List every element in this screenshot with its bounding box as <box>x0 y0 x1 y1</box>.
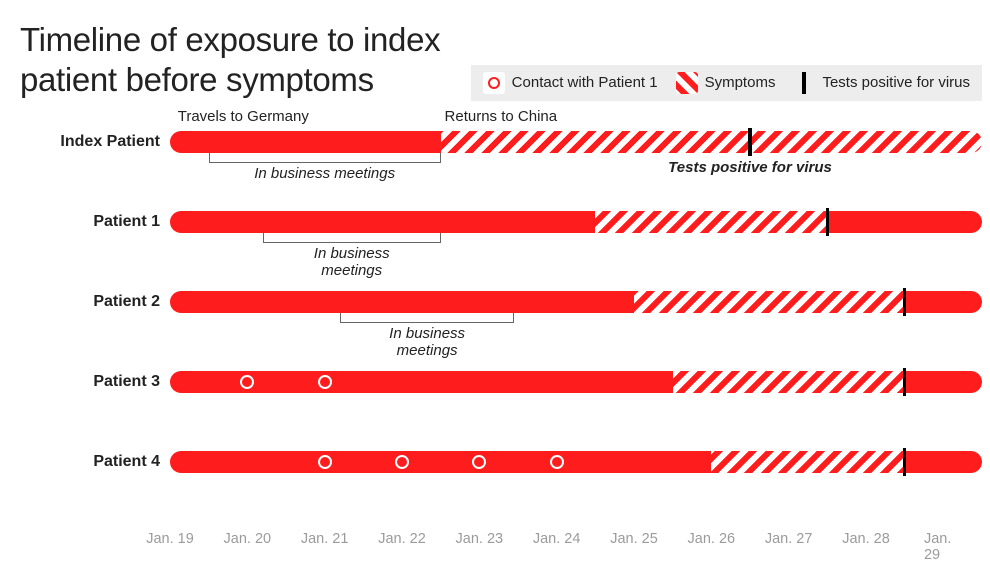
positive-tick-label: Tests positive for virus <box>668 159 832 176</box>
bracket-label: In businessmeetings <box>389 325 465 360</box>
contact-marker <box>395 455 409 469</box>
timeline-row: Patient 2In businessmeetings <box>170 291 982 313</box>
segment-symptoms <box>711 451 904 473</box>
contact-marker <box>550 455 564 469</box>
positive-tick <box>903 368 907 396</box>
legend: Contact with Patient 1 Symptoms Tests po… <box>471 65 982 101</box>
contact-marker <box>240 375 254 389</box>
bracket <box>263 233 441 243</box>
positive-tick <box>903 288 907 316</box>
segment-solid <box>170 211 595 233</box>
legend-contact-label: Contact with Patient 1 <box>512 74 658 91</box>
contact-marker <box>472 455 486 469</box>
row-track <box>170 371 982 393</box>
row-label: Patient 4 <box>20 453 160 471</box>
legend-contact: Contact with Patient 1 <box>483 72 658 94</box>
axis-tick-label: Jan. 25 <box>610 531 658 547</box>
row-track <box>170 291 982 313</box>
segment-solid <box>170 291 634 313</box>
contact-marker <box>318 375 332 389</box>
segment-symptoms <box>441 131 982 153</box>
x-axis: Jan. 19Jan. 20Jan. 21Jan. 22Jan. 23Jan. … <box>170 531 982 561</box>
bracket <box>209 153 441 163</box>
bracket-label: In business meetings <box>254 165 395 182</box>
top-annotation: Travels to Germany <box>178 108 309 125</box>
segment-solid <box>827 211 982 233</box>
axis-tick-label: Jan. 20 <box>224 531 272 547</box>
segment-solid <box>905 371 982 393</box>
segment-symptoms <box>634 291 905 313</box>
row-track <box>170 451 982 473</box>
axis-tick-label: Jan. 29 <box>924 531 963 563</box>
timeline-row: Patient 1In businessmeetings <box>170 211 982 233</box>
axis-tick-label: Jan. 22 <box>378 531 426 547</box>
legend-symptoms: Symptoms <box>676 72 776 94</box>
segment-symptoms <box>595 211 827 233</box>
row-label: Patient 1 <box>20 213 160 231</box>
axis-tick-label: Jan. 23 <box>456 531 504 547</box>
legend-symptoms-label: Symptoms <box>705 74 776 91</box>
row-label: Patient 3 <box>20 373 160 391</box>
legend-positive: Tests positive for virus <box>793 72 970 94</box>
timeline-row: Patient 3 <box>170 371 982 393</box>
contact-marker <box>318 455 332 469</box>
axis-tick-label: Jan. 19 <box>146 531 194 547</box>
timeline-row: Index PatientTests positive for virusTra… <box>170 131 982 153</box>
axis-tick-label: Jan. 27 <box>765 531 813 547</box>
positive-tick <box>903 448 907 476</box>
segment-solid <box>170 131 441 153</box>
top-annotation: Returns to China <box>445 108 558 125</box>
bracket <box>340 313 514 323</box>
segment-solid <box>170 451 711 473</box>
positive-tick <box>748 128 752 156</box>
contact-ring-icon <box>483 72 505 94</box>
segment-symptoms <box>673 371 905 393</box>
axis-tick-label: Jan. 21 <box>301 531 349 547</box>
segment-solid <box>905 291 982 313</box>
timeline-row: Patient 4 <box>170 451 982 473</box>
bracket-label: In businessmeetings <box>314 245 390 280</box>
row-track <box>170 211 982 233</box>
axis-tick-label: Jan. 24 <box>533 531 581 547</box>
positive-tick <box>826 208 830 236</box>
axis-tick-label: Jan. 26 <box>688 531 736 547</box>
timeline-chart: Index PatientTests positive for virusTra… <box>20 131 982 561</box>
segment-solid <box>905 451 982 473</box>
row-label: Patient 2 <box>20 293 160 311</box>
chart-title: Timeline of exposure to index patient be… <box>20 20 451 101</box>
tick-icon <box>793 72 815 94</box>
stripe-icon <box>676 72 698 94</box>
legend-positive-label: Tests positive for virus <box>822 74 970 91</box>
axis-tick-label: Jan. 28 <box>842 531 890 547</box>
row-track <box>170 131 982 153</box>
row-label: Index Patient <box>20 133 160 151</box>
